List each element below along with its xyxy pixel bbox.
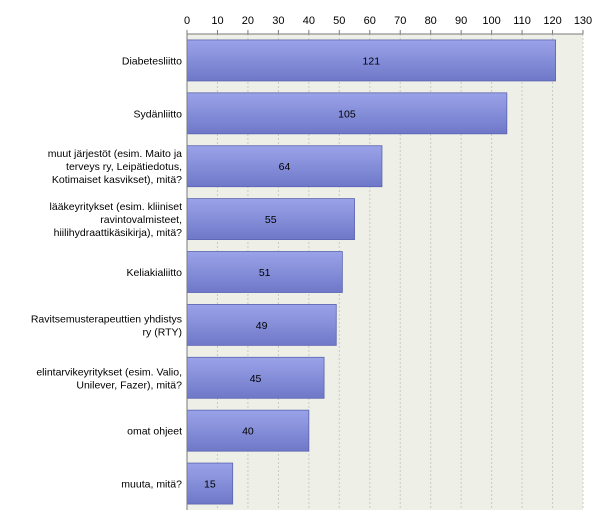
category-labels: Diabetesliitto Sydänliitto muut järjestöt … <box>31 55 182 490</box>
bar <box>186 462 234 505</box>
category-label: Diabetesliitto <box>122 55 182 67</box>
data-label: 40 <box>242 426 254 438</box>
x-tick-label: 70 <box>394 15 406 27</box>
x-tick-label: 100 <box>482 15 500 27</box>
category-label: Ravitsemusterapeuttien yhdistys ry (RTY) <box>31 313 182 338</box>
category-label: elintarvikeyritykset (esim. Valio, Unilev… <box>36 366 182 391</box>
x-tick-label: 40 <box>303 15 315 27</box>
category-label: Keliakialiitto <box>127 267 183 279</box>
x-tick-label: 10 <box>211 15 223 27</box>
bar <box>186 92 508 135</box>
x-tick-label: 0 <box>184 15 190 27</box>
x-tick-label: 80 <box>425 15 437 27</box>
category-label: omat ohjeet <box>127 426 182 438</box>
bar <box>186 198 355 241</box>
category-label: Sydänliitto <box>134 108 183 120</box>
bar <box>186 251 343 293</box>
category-label: muut järjestöt (esim. Maito ja terveys ry… <box>48 148 182 186</box>
x-tick-label: 60 <box>364 15 376 27</box>
data-label: 15 <box>204 479 216 491</box>
bar <box>186 409 310 452</box>
x-tick-label: 120 <box>543 15 561 27</box>
x-tick-label: 130 <box>574 15 592 27</box>
data-label: 105 <box>338 108 356 120</box>
category-label: muuta, mitä? <box>121 479 182 491</box>
data-label: 51 <box>259 267 271 279</box>
x-tick-label: 20 <box>242 15 254 27</box>
x-axis: 0 10 20 30 40 50 60 70 80 90 100 110 120 130 <box>184 15 592 34</box>
x-tick-label: 50 <box>333 15 345 27</box>
data-labels: 121 105 64 55 51 49 45 40 15 <box>204 55 380 490</box>
data-label: 64 <box>279 161 291 173</box>
x-tick-label: 90 <box>455 15 467 27</box>
data-label: 45 <box>250 373 262 385</box>
x-tick-label: 110 <box>513 15 531 27</box>
bar <box>186 356 325 399</box>
data-label: 121 <box>363 55 381 67</box>
data-label: 49 <box>256 320 268 332</box>
data-label: 55 <box>265 214 277 226</box>
bars <box>186 39 556 505</box>
bar <box>186 145 383 188</box>
category-label: lääkeyritykset (esim. kliiniset ravintova… <box>50 201 183 239</box>
x-tick-label: 30 <box>272 15 284 27</box>
